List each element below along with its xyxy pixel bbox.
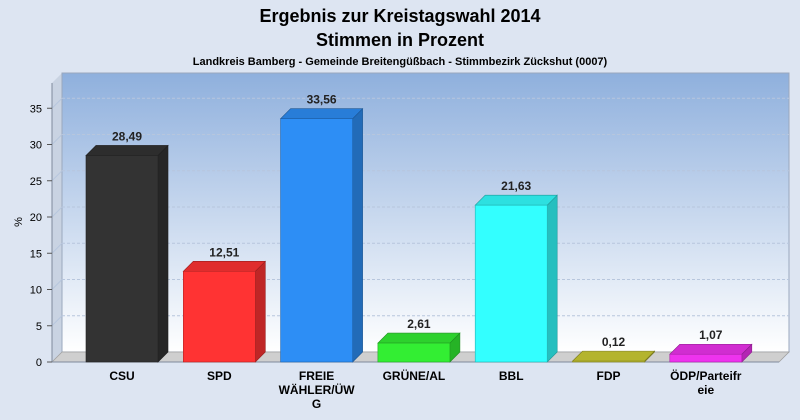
y-tick-label: 35 — [30, 103, 42, 115]
bar-value-label: 33,56 — [307, 93, 337, 107]
y-tick-label: 20 — [30, 212, 42, 224]
bar-side — [352, 107, 363, 363]
chart-subtitle: Landkreis Bamberg - Gemeinde Breitengüßb… — [193, 56, 608, 68]
x-tick-label: CSU — [109, 369, 134, 383]
y-axis-ticks: 0 5 10 15 20 25 30 35 — [30, 103, 52, 369]
bar-side — [157, 144, 169, 363]
y-tick-label: 25 — [30, 176, 42, 188]
x-tick-label: FDP — [597, 369, 621, 383]
bar-front — [474, 204, 548, 363]
grid-line-side — [51, 206, 63, 218]
plot-side-wall — [52, 73, 62, 362]
bar-top — [474, 194, 558, 206]
bar: 33,56 — [279, 93, 364, 363]
bar-front — [183, 271, 256, 363]
bar-front — [280, 118, 353, 363]
y-axis-label: % — [13, 217, 25, 227]
bar-side — [546, 194, 558, 363]
bar-value-label: 21,63 — [501, 179, 531, 193]
plot-back-wall — [61, 72, 790, 353]
y-tick-label: 15 — [30, 248, 42, 260]
bar-top — [279, 108, 364, 119]
bar-front — [669, 353, 743, 363]
bar-value-label: 2,61 — [407, 317, 431, 331]
y-tick-label: 10 — [30, 285, 42, 297]
x-tick-label: BBL — [499, 369, 524, 383]
x-tick-label: FREIE — [299, 369, 334, 383]
bar-top — [85, 145, 169, 156]
bar-top — [571, 350, 656, 362]
bar-value-label: 0,12 — [602, 335, 626, 349]
y-tick-label: 30 — [30, 140, 42, 152]
bar-top — [182, 261, 267, 272]
grid-line-side — [51, 279, 63, 290]
bar-value-label: 1,07 — [699, 328, 723, 342]
grid-line-side — [51, 315, 63, 327]
x-tick-label: eie — [697, 383, 714, 397]
bars: 28,49 12,51 33,56 2,61 21,63 0,12 1,07 — [85, 93, 753, 363]
bar-side — [255, 260, 266, 363]
bar: 21,63 — [474, 179, 558, 363]
bar-front — [377, 342, 451, 363]
bar-value-label: 28,49 — [112, 129, 142, 143]
bar-top — [377, 332, 461, 344]
grid-line-side — [51, 97, 63, 109]
grid-line-side — [51, 134, 63, 145]
x-tick-label: ÖDP/Parteifr — [670, 368, 742, 383]
y-tick-label: 5 — [36, 321, 42, 333]
x-tick-label: SPD — [207, 369, 232, 383]
bar: 2,61 — [377, 317, 461, 363]
grid-line-side — [51, 170, 63, 182]
bar-front — [85, 155, 159, 363]
bar: 1,07 — [669, 328, 753, 363]
x-tick-label: GRÜNE/AL — [383, 368, 446, 383]
bar: 12,51 — [182, 245, 267, 363]
bar-front — [572, 360, 645, 363]
y-tick-label: 0 — [36, 357, 42, 369]
bar: 0,12 — [571, 335, 656, 363]
grid-line-side — [51, 242, 63, 254]
chart-title-line-2: Stimmen in Prozent — [316, 30, 484, 50]
bar: 28,49 — [85, 129, 169, 363]
bar-value-label: 12,51 — [209, 245, 239, 259]
bar-top — [669, 343, 753, 355]
x-tick-label: G — [312, 397, 321, 411]
x-tick-label: WÄHLER/ÜW — [279, 382, 356, 397]
chart-title: Ergebnis zur Kreistagswahl 2014 — [259, 6, 540, 26]
